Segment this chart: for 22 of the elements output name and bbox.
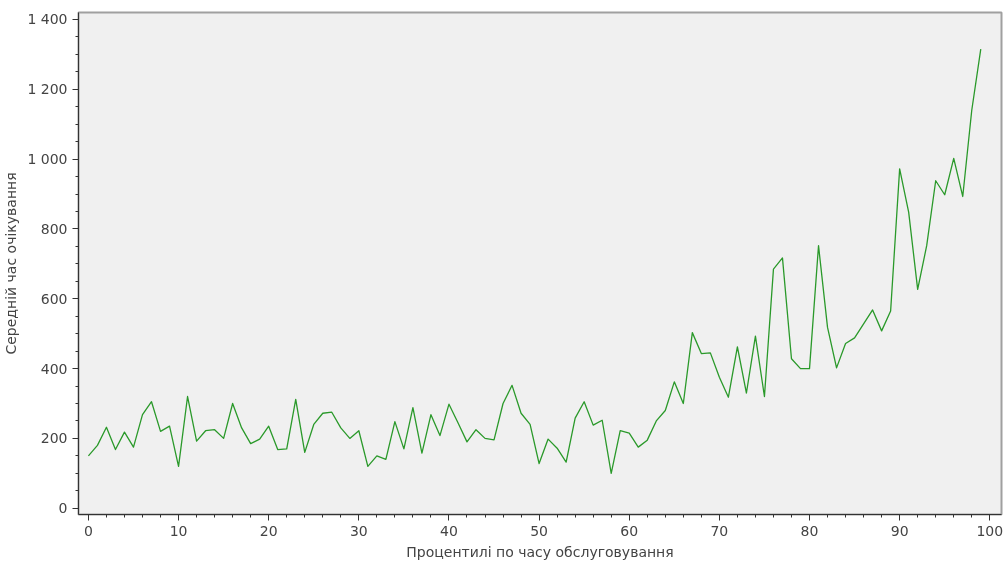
y-tick-label: 200 [40,430,68,447]
y-tick-label: 600 [40,290,68,307]
x-tick-label: 80 [800,522,819,539]
y-tick-label: 0 [58,500,68,517]
y-tick-label: 400 [40,360,68,377]
x-tick-label: 20 [259,522,278,539]
y-tick-label: 1 200 [27,81,68,98]
x-tick-label: 30 [349,522,368,539]
y-tick-label: 1 000 [27,151,68,168]
y-axis-title: Середній час очікування [3,172,20,355]
x-tick-label: 90 [890,522,909,539]
x-tick-label: 0 [83,522,93,539]
y-tick-label: 1 400 [27,11,68,28]
x-tick-label: 70 [710,522,729,539]
x-tick-label: 40 [440,522,458,539]
x-tick-label: 100 [976,522,1004,539]
line-series [87,48,982,474]
x-axis-title: Процентилі по часу обслуговування [406,543,674,560]
x-tick-label: 50 [530,522,549,539]
y-tick-label: 800 [40,220,68,237]
x-tick-label: 60 [620,522,639,539]
x-tick-label: 10 [169,522,188,539]
